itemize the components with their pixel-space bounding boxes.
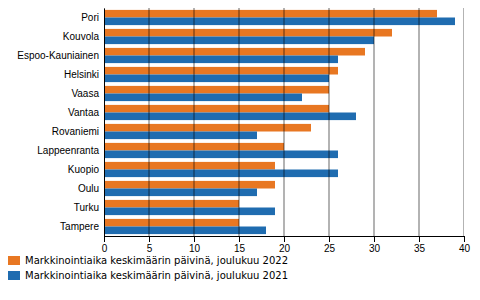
tick-label: 30 [369, 243, 381, 254]
tick-label: 5 [147, 243, 153, 254]
tick: Helsinki [64, 69, 99, 80]
tick: 40 [459, 236, 471, 254]
bar [104, 219, 239, 227]
bar [104, 189, 257, 197]
grid-line [284, 8, 285, 236]
series [104, 18, 455, 235]
tick: 0 [102, 236, 108, 254]
bar [104, 67, 338, 75]
tick-label: 25 [324, 243, 336, 254]
tick: 10 [189, 236, 201, 254]
y-axis: Pori Kouvola Espoo-Kauniainen Helsinki Vaasa… [17, 9, 104, 237]
tick: 25 [324, 236, 336, 254]
tick-label: 10 [189, 243, 201, 254]
legend: Markkinointiaika keskimäärin päivinä, jo… [8, 255, 288, 281]
legend-item: Markkinointiaika keskimäärin päivinä, jo… [8, 270, 288, 281]
tick: 30 [369, 236, 381, 254]
bar [104, 181, 275, 189]
tick-mark [464, 236, 465, 242]
bar [104, 10, 437, 18]
tick: Pori [81, 12, 99, 23]
plot: 0 5 10 15 20 25 30 35 40 Pori Kouvola Espoo-Kauniai… [17, 8, 470, 254]
legend-swatch [8, 271, 20, 280]
tick-label: Kouvola [63, 31, 100, 42]
legend-swatch [8, 256, 20, 265]
bar [104, 132, 257, 140]
tick: Vantaa [68, 107, 99, 118]
tick: Lappeenranta [37, 145, 99, 156]
chart: 0 5 10 15 20 25 30 35 40 Pori Kouvola Espoo-Kauniai… [0, 0, 480, 300]
tick-label: Lappeenranta [37, 145, 99, 156]
grid-line [104, 8, 105, 236]
bar [104, 56, 338, 64]
tick: Kuopio [68, 164, 100, 175]
bar [104, 151, 338, 159]
bar [104, 48, 365, 56]
axis-line [105, 237, 465, 243]
tick-mark [374, 236, 375, 242]
bar [104, 113, 356, 121]
tick: Turku [74, 202, 99, 213]
tick-label: Turku [74, 202, 99, 213]
bar [104, 124, 311, 132]
bar [104, 227, 266, 235]
tick: Kouvola [63, 31, 100, 42]
tick-label: 35 [414, 243, 426, 254]
tick: 15 [234, 236, 246, 254]
legend-label: Markkinointiaika keskimäärin päivinä, jo… [25, 270, 288, 281]
grid [104, 8, 464, 236]
tick-label: Tampere [60, 221, 99, 232]
bar [104, 18, 455, 26]
tick-label: Helsinki [64, 69, 99, 80]
tick-label: 0 [102, 243, 108, 254]
tick: Tampere [60, 221, 99, 232]
tick-label: 40 [459, 243, 471, 254]
bar [104, 29, 392, 37]
tick-label: Rovaniemi [52, 126, 99, 137]
legend-label: Markkinointiaika keskimäärin päivinä, jo… [25, 255, 288, 266]
tick-mark [284, 236, 285, 242]
tick-mark [194, 236, 195, 242]
tick-label: Oulu [78, 183, 99, 194]
bar [104, 208, 275, 216]
tick-label: Vantaa [68, 107, 99, 118]
bar [104, 86, 329, 94]
bar [104, 105, 329, 113]
tick: 5 [147, 236, 153, 254]
tick: Rovaniemi [52, 126, 99, 137]
bar [104, 162, 275, 170]
tick-mark [419, 236, 420, 242]
tick-mark [329, 236, 330, 242]
tick: 20 [279, 236, 291, 254]
bar [104, 170, 338, 178]
grid-line [464, 8, 465, 236]
tick-label: Pori [81, 12, 99, 23]
grid-line [329, 8, 330, 236]
axis-line [104, 9, 105, 237]
tick-label: Vaasa [71, 88, 99, 99]
grid-line [194, 8, 195, 236]
x-axis: 0 5 10 15 20 25 30 35 40 [102, 236, 471, 254]
series [104, 10, 437, 227]
tick: Oulu [78, 183, 99, 194]
bar [104, 200, 239, 208]
grid-line [419, 8, 420, 236]
bar [104, 75, 329, 83]
tick-label: 20 [279, 243, 291, 254]
tick-label: Espoo-Kauniainen [17, 50, 99, 61]
tick-label: 15 [234, 243, 246, 254]
grid-line [149, 8, 150, 236]
tick: Espoo-Kauniainen [17, 50, 99, 61]
tick-mark [239, 236, 240, 242]
bars [104, 8, 464, 236]
grid-line [374, 8, 375, 236]
tick-label: Kuopio [68, 164, 100, 175]
grid-line [239, 8, 240, 236]
legend-item: Markkinointiaika keskimäärin päivinä, jo… [8, 255, 288, 266]
tick-mark [104, 236, 105, 242]
tick-mark [149, 236, 150, 242]
bar [104, 94, 302, 102]
tick: 35 [414, 236, 426, 254]
tick: Vaasa [71, 88, 99, 99]
